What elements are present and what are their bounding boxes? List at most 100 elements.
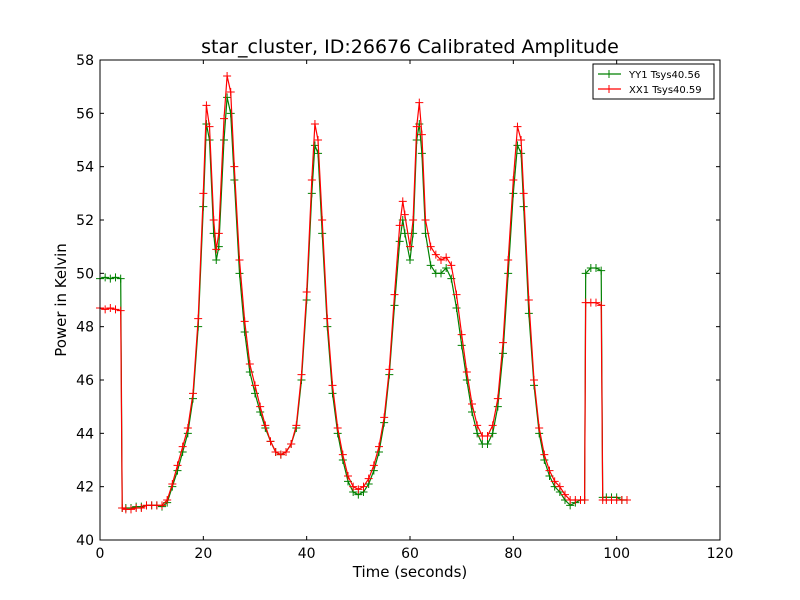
data-point: [101, 305, 110, 314]
data-point: [354, 485, 363, 494]
axes-layer: 0 20 40 60 80 100 120 40 42 44 46 48 50 52 54 56 58: [76, 53, 733, 562]
y-tick-label: 56: [76, 106, 94, 122]
data-point: [493, 394, 502, 403]
data-point: [592, 264, 600, 272]
data-point: [349, 482, 358, 491]
data-point: [118, 504, 127, 512]
data-point: [519, 189, 528, 198]
data-point: [202, 101, 211, 110]
y-tick-label: 54: [76, 160, 94, 176]
data-point: [314, 136, 323, 144]
series-line: [99, 97, 627, 509]
legend-box: [592, 63, 715, 100]
y-tick-label: 44: [76, 426, 94, 442]
data-point: [240, 317, 249, 326]
data-point: [406, 242, 414, 251]
data-point: [214, 229, 223, 238]
data-point: [226, 88, 235, 96]
data-point: [344, 472, 352, 480]
data-point: [183, 424, 192, 432]
data-point: [488, 421, 497, 430]
data-point: [483, 440, 492, 448]
legend-label: YY1 Tsys40.56: [628, 70, 700, 81]
legend-marker: [605, 85, 613, 93]
data-point: [251, 381, 259, 390]
data-point: [323, 314, 332, 323]
x-axis-title: Time (seconds): [352, 563, 468, 581]
data-point: [395, 221, 404, 230]
data-point: [307, 176, 316, 184]
data-point: [426, 261, 435, 270]
data-point: [127, 505, 135, 514]
data-point: [580, 496, 589, 504]
data-point: [235, 269, 244, 278]
data-point: [240, 328, 249, 336]
data-point: [524, 296, 533, 304]
y-tick-label: 50: [76, 266, 94, 282]
data-point: [457, 330, 466, 339]
data-point: [276, 450, 285, 459]
data-point: [509, 189, 518, 198]
data-point: [417, 130, 426, 139]
data-point: [452, 290, 461, 299]
data-point: [212, 245, 221, 254]
data-point: [178, 442, 187, 451]
series-1: [96, 72, 631, 514]
legend: YY1 Tsys40.56 XX1 Tsys40.59: [592, 63, 715, 100]
data-point: [400, 210, 409, 219]
data-point: [535, 424, 544, 432]
y-axis-title: Power in Kelvin: [52, 243, 70, 357]
data-point: [597, 301, 606, 310]
y-tick-label: 40: [76, 533, 94, 549]
data-point: [251, 389, 259, 398]
data-point: [530, 376, 538, 384]
data-point: [517, 136, 526, 144]
data-point: [447, 261, 456, 270]
data-point: [230, 162, 239, 171]
data-point: [328, 389, 337, 398]
data-point: [513, 141, 522, 150]
data-point: [597, 266, 606, 275]
data-point: [328, 381, 337, 390]
x-tick-label: 0: [96, 546, 105, 562]
data-point: [212, 256, 221, 264]
data-point: [409, 216, 418, 224]
legend-marker: [605, 70, 613, 78]
data-point: [302, 288, 311, 296]
data-point: [199, 189, 208, 198]
data-point: [412, 122, 421, 131]
data-point: [106, 274, 115, 283]
data-point: [223, 93, 232, 102]
data-point: [369, 461, 378, 470]
data-point: [385, 365, 394, 374]
series-layer: [96, 72, 631, 514]
data-point: [226, 109, 235, 118]
data-point: [545, 466, 554, 475]
x-tick-label: 60: [401, 546, 419, 562]
data-point: [282, 448, 290, 456]
data-point: [483, 432, 492, 440]
data-point: [235, 256, 244, 264]
data-point: [310, 120, 319, 128]
data-point: [168, 480, 177, 488]
data-point: [333, 424, 342, 432]
data-point: [406, 256, 414, 264]
y-tick-label: 52: [76, 213, 94, 229]
data-point: [338, 450, 347, 459]
data-point: [318, 216, 327, 224]
data-point: [189, 389, 197, 398]
chart-title: star_cluster, ID:26676 Calibrated Amplit…: [201, 36, 619, 58]
data-point: [256, 402, 265, 411]
legend-label: XX1 Tsys40.59: [629, 85, 702, 96]
x-tick-label: 100: [603, 546, 630, 562]
data-point: [245, 368, 254, 376]
data-point: [442, 264, 451, 272]
data-point: [442, 253, 451, 262]
data-point: [426, 242, 435, 251]
data-point: [173, 461, 182, 470]
y-tick-label: 46: [76, 373, 94, 389]
data-point: [417, 149, 426, 158]
x-tick-label: 40: [298, 546, 316, 562]
data-point: [623, 496, 631, 504]
